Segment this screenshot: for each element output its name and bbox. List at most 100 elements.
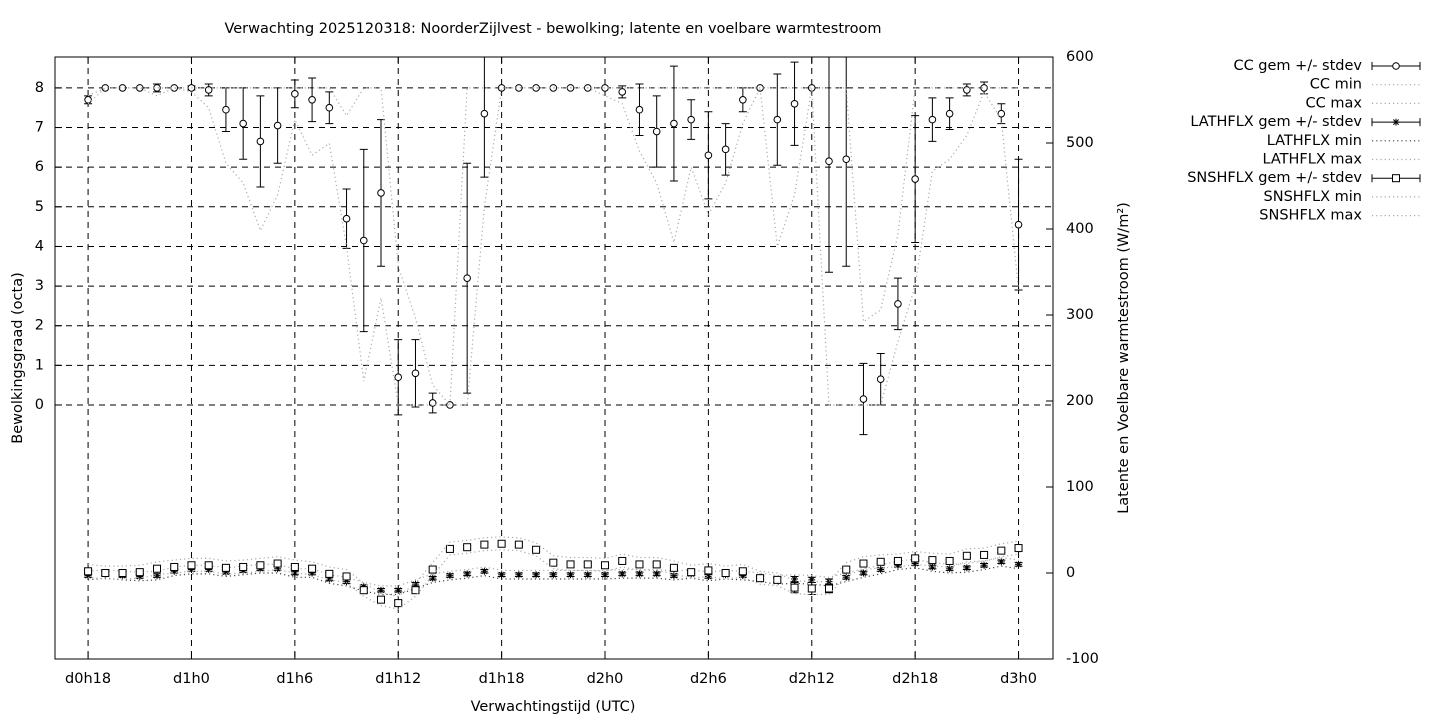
marker-circle [377,189,385,197]
marker-circle [480,109,489,118]
marker-square [635,560,644,569]
marker-square [721,569,730,577]
marker-asterisk [601,571,609,579]
marker-circle [308,96,316,104]
marker-circle [256,137,265,146]
marker-asterisk [377,586,385,594]
marker-square [618,556,627,565]
y2-tick-label: -100 [1066,651,1099,667]
x-tick-label: d2h6 [690,671,727,687]
marker-asterisk [429,574,437,582]
marker-asterisk [532,571,540,579]
marker-square [997,546,1006,555]
marker-square [669,563,678,572]
marker-circle [670,119,678,128]
marker-asterisk [153,572,161,580]
legend-label: LATHFLX max [1262,152,1362,168]
x-axis-label: Verwachtingstijd (UTC) [471,699,636,715]
marker-circle [721,145,730,154]
marker-square [687,568,696,577]
marker-square [738,567,747,576]
marker-asterisk [446,572,454,580]
y-tick-label: 7 [35,120,44,136]
marker-circle [291,90,299,98]
marker-asterisk [928,563,936,571]
marker-circle [635,105,644,114]
marker-asterisk [825,578,833,586]
marker-asterisk [549,571,557,579]
marker-square [118,569,127,577]
marker-asterisk [618,570,626,578]
legend-label: LATHFLX min [1267,133,1362,149]
x-tick-label: d1h12 [375,671,421,687]
marker-square [187,561,196,570]
marker-square [290,562,299,571]
marker-asterisk [963,564,971,572]
marker-asterisk [877,566,885,574]
marker-circle [135,84,144,92]
marker-circle [911,175,919,183]
marker-circle [170,84,179,92]
marker-circle [980,84,988,92]
chart-title: Verwachting 2025120318: NoorderZijlvest … [224,21,881,37]
marker-circle [945,109,954,118]
marker-square [325,569,334,578]
marker-square [204,561,213,570]
marker-asterisk [222,568,230,576]
marker-circle [394,373,403,382]
marker-square [532,545,541,554]
marker-circle [825,157,833,166]
y2-tick-label: 100 [1066,479,1094,495]
legend-label: SNSHFLX min [1264,189,1362,205]
marker-square [463,543,472,552]
y2-tick-label: 500 [1066,135,1094,151]
marker-square [842,565,851,574]
x-tick-label: d2h12 [789,671,835,687]
marker-square [583,560,592,569]
marker-square [411,586,420,595]
marker-square [859,559,868,568]
marker-asterisk [308,569,316,577]
marker-square [377,595,386,604]
marker-square [273,559,282,568]
y2-tick-label: 400 [1066,221,1094,237]
marker-asterisk [704,572,712,580]
marker-circle [222,105,230,114]
x-tick-label: d0h18 [65,671,111,687]
marker-asterisk [791,575,799,583]
marker-square [962,551,971,560]
marker-circle [1392,62,1400,70]
range-line [87,87,1019,407]
plot-border [54,56,1054,660]
marker-asterisk [205,566,213,574]
marker-asterisk [480,567,488,575]
plot-area [84,57,1023,610]
legend-label: LATHFLX gem +/- stdev [1190,114,1362,130]
x-tick-label: d2h0 [587,671,624,687]
marker-square [566,560,575,569]
marker-square [945,556,954,565]
marker-asterisk [911,560,919,568]
marker-circle [687,115,695,124]
marker-asterisk [187,566,195,574]
marker-square [825,584,834,593]
marker-circle [411,369,420,378]
marker-asterisk [515,571,523,579]
marker-circle [704,151,713,160]
marker-square [342,572,351,581]
x-tick-label: d1h6 [276,671,313,687]
marker-circle [790,99,799,108]
x-tick-label: d1h18 [479,671,525,687]
marker-circle [894,300,902,308]
y-axis-label: Bewolkingsgraad (octa) [10,272,26,443]
marker-asterisk [808,576,816,584]
marker-asterisk [411,580,419,588]
marker-square [153,564,162,573]
marker-circle [859,395,868,403]
marker-circle [601,84,609,92]
marker-square [480,540,489,549]
y-tick-label: 8 [35,80,44,96]
marker-square [549,558,558,567]
marker-circle [842,155,851,164]
marker-square [256,561,265,570]
